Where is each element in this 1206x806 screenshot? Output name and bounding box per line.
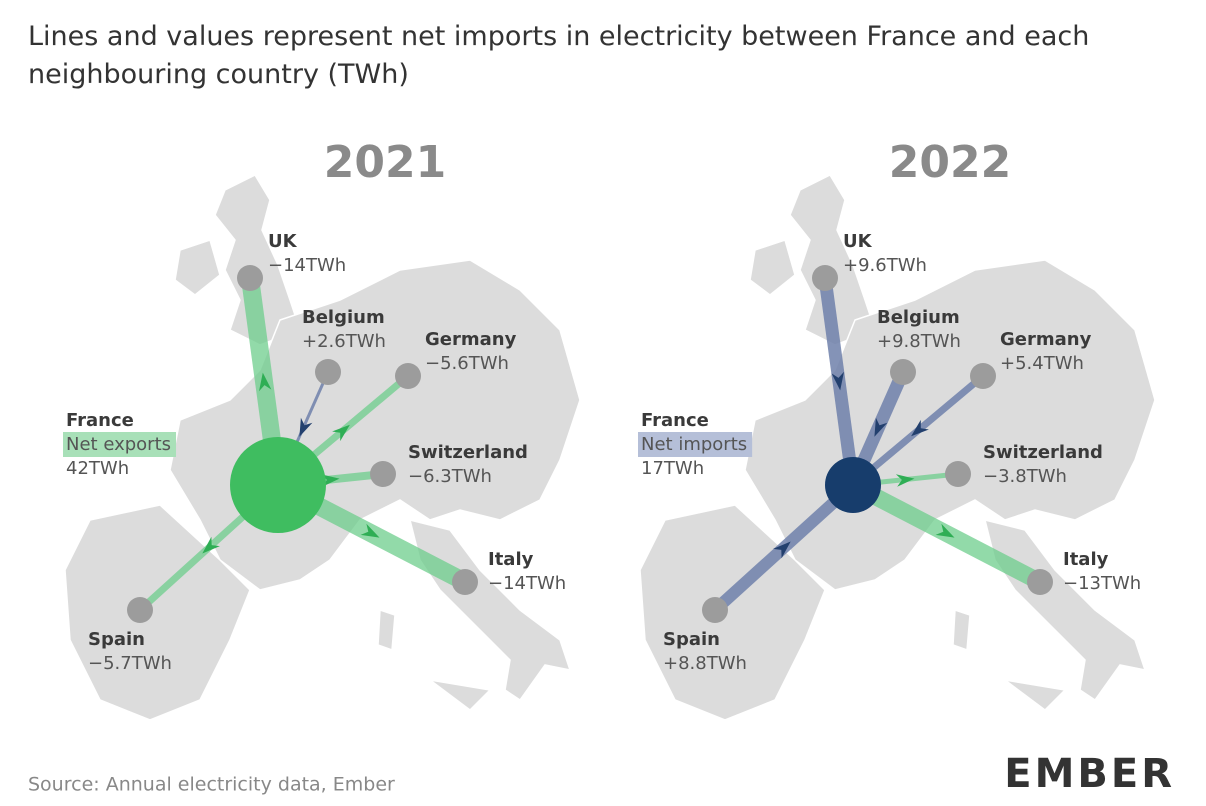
country-name: Belgium [877,307,960,328]
flow-arrow [874,417,888,437]
country-value: −5.6TWh [425,353,509,374]
logo: EMBER [1004,751,1175,797]
country-node [370,461,396,487]
country-node [970,363,996,389]
country-value: −14TWh [488,573,566,594]
country-value: +9.6TWh [843,255,927,276]
country-value: +2.6TWh [302,331,386,352]
country-value: +8.8TWh [663,653,747,674]
country-name: Spain [88,629,145,650]
country-name: Belgium [302,307,385,328]
country-node [702,597,728,623]
france-name: France [641,410,709,431]
country-node [237,265,263,291]
flow-arrow [911,419,929,437]
country-name: Italy [1063,549,1109,570]
flow-arrow [831,371,844,391]
country-name: Spain [663,629,720,650]
flow-arrow [773,541,791,559]
country-name: Switzerland [983,442,1103,463]
country-value: −13TWh [1063,573,1141,594]
country-node [1027,569,1053,595]
country-value: +9.8TWh [877,331,961,352]
year: 2022 [889,137,1011,188]
country-node [315,359,341,385]
country-name: UK [268,231,298,252]
france-value: 17TWh [641,458,704,479]
country-value: −6.3TWh [408,466,492,487]
flow-arrow [202,536,220,554]
country-name: Italy [488,549,534,570]
country-node [127,597,153,623]
france-status: Net exports [66,434,171,455]
year: 2021 [324,137,446,188]
country-node [452,569,478,595]
country-node [395,363,421,389]
france-node [230,437,326,533]
france-name: France [66,410,134,431]
country-name: Germany [1000,329,1092,350]
country-node [890,359,916,385]
title: Lines and values represent net imports i… [28,21,1090,90]
flow-arrow [332,424,350,442]
flow-arrow [895,474,915,487]
country-node [812,265,838,291]
flow-arrow [259,372,272,392]
flow-arrow [299,417,313,437]
country-value: −5.7TWh [88,653,172,674]
country-name: UK [843,231,873,252]
france-value: 42TWh [66,458,129,479]
country-value: −3.8TWh [983,466,1067,487]
country-name: Germany [425,329,517,350]
flow-arrow [935,523,955,538]
country-node [945,461,971,487]
france-status: Net imports [641,434,747,455]
flow-arrow [360,523,380,538]
france-node [825,457,881,513]
country-value: +5.4TWh [1000,353,1084,374]
source: Source: Annual electricity data, Ember [28,774,395,796]
status-highlight [638,432,753,457]
status-highlight [63,432,177,457]
country-value: −14TWh [268,255,346,276]
country-name: Switzerland [408,442,528,463]
